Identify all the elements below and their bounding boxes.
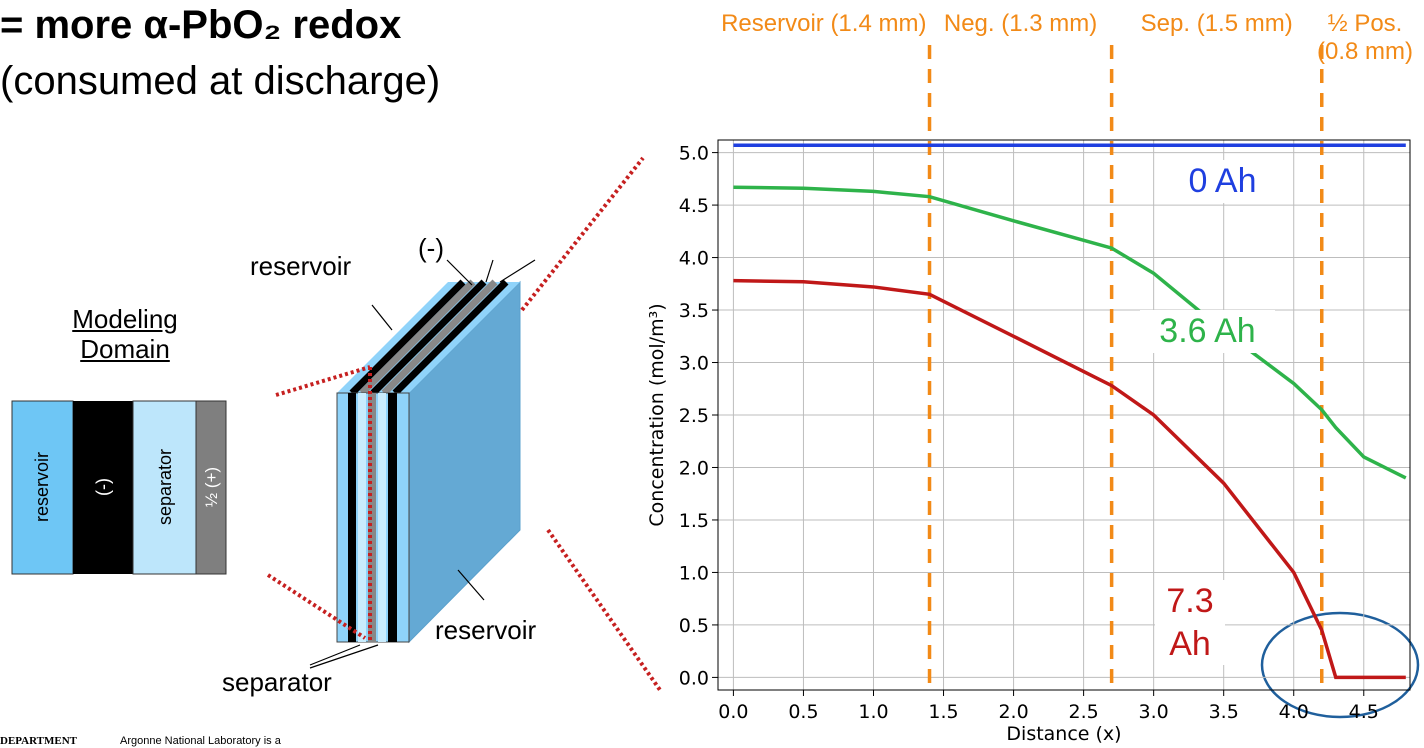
region-label: ½ Pos. (0.8 mm) — [1317, 10, 1413, 65]
slide-title: = more α-PbO₂ redox — [0, 3, 402, 47]
diagram-label: separator — [222, 667, 332, 697]
y-tick-label: 3.0 — [679, 353, 709, 375]
domain-box — [73, 401, 133, 574]
y-tick-label: 5.0 — [679, 143, 709, 165]
x-tick-label: 1.5 — [928, 701, 958, 723]
y-tick-label: 0.0 — [679, 667, 709, 689]
y-tick-label: 4.5 — [679, 195, 709, 217]
region-label: Reservoir (1.4 mm) — [721, 10, 927, 37]
plot-frame — [717, 139, 1411, 691]
domain-layer: reservoir — [32, 452, 52, 522]
x-tick-label: 1.0 — [858, 701, 888, 723]
line-series — [733, 185, 1407, 480]
region-label: Sep. (1.5 mm) — [1140, 10, 1293, 37]
domain-heading: Modeling Domain — [72, 304, 178, 364]
slide-subtitle: (consumed at discharge) — [0, 59, 441, 103]
series-label: 7.3 Ah — [1155, 580, 1225, 665]
domain-layer: ½ (+) — [202, 467, 221, 507]
line-series — [733, 278, 1406, 680]
x-axis-label: Distance (x) — [1006, 723, 1121, 745]
domain-layer: separator — [155, 449, 175, 525]
x-tick-label: 0.0 — [718, 701, 748, 723]
y-tick-label: 2.5 — [679, 405, 709, 427]
x-tick-label: 2.5 — [1069, 701, 1099, 723]
highlight-ellipse — [1260, 611, 1420, 719]
diagram-label: (-) — [418, 233, 444, 263]
x-tick-label: 3.0 — [1139, 701, 1169, 723]
leader-lines — [309, 259, 536, 669]
domain-box — [195, 400, 227, 575]
diagram-label: reservoir — [250, 251, 352, 281]
series-label: 3.6 Ah — [1140, 310, 1275, 353]
domain-box — [11, 400, 74, 575]
diagram-label: reservoir — [435, 615, 537, 645]
x-tick-label: 0.5 — [788, 701, 818, 723]
footer: DEPARTMENT — [0, 735, 78, 747]
y-axis-label: Concentration (mol/m³) — [646, 303, 668, 526]
x-tick-label: 2.0 — [998, 701, 1028, 723]
y-tick-label: 3.5 — [679, 300, 709, 322]
y-tick-label: 2.0 — [679, 457, 709, 479]
y-tick-label: 1.0 — [679, 562, 709, 584]
y-tick-label: 4.0 — [679, 248, 709, 270]
zoom-lines — [266, 156, 662, 692]
x-tick-label: 4.5 — [1349, 701, 1379, 723]
domain-layer: (-) — [93, 478, 113, 496]
domain-box — [132, 400, 197, 575]
series-label: 0 Ah — [1170, 160, 1275, 203]
region-label: Neg. (1.3 mm) — [943, 10, 1098, 37]
y-tick-label: 1.5 — [679, 510, 709, 532]
y-tick-label: 0.5 — [679, 615, 709, 637]
x-tick-label: 3.5 — [1209, 701, 1239, 723]
footer: Argonne National Laboratory is a — [120, 735, 281, 747]
x-tick-label: 4.0 — [1279, 701, 1309, 723]
